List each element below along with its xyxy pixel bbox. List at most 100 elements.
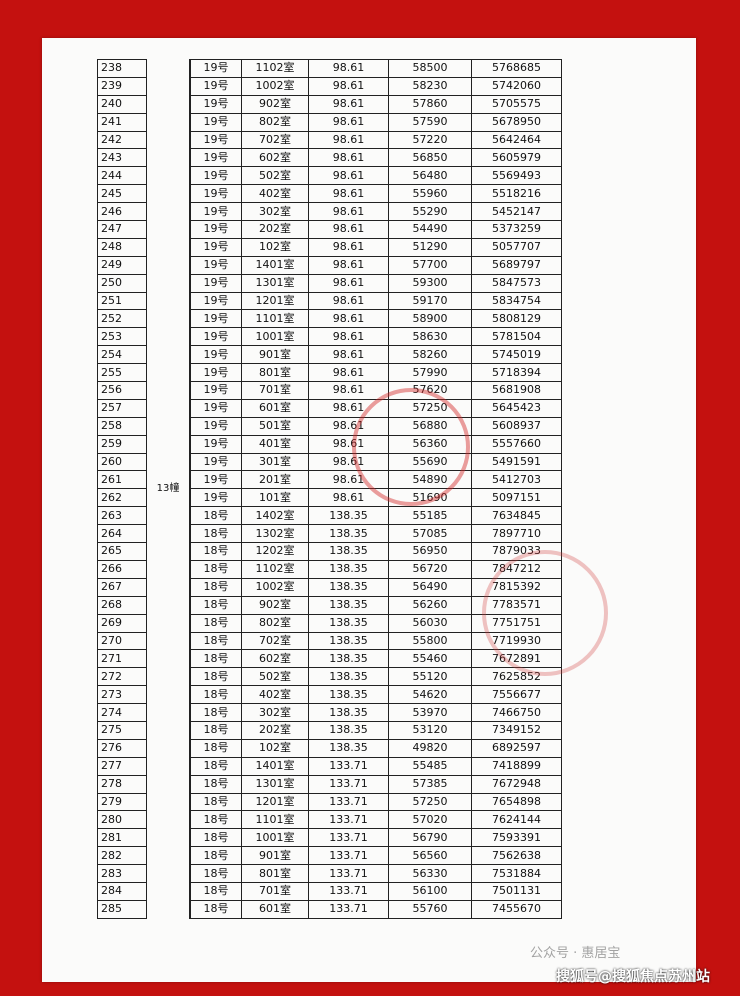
row-number: 241 [97, 112, 147, 132]
area: 98.61 [308, 202, 389, 222]
unit: 18号 [189, 864, 242, 883]
unit-price: 55800 [388, 631, 472, 651]
area: 98.61 [308, 255, 389, 275]
area: 98.61 [308, 76, 389, 96]
unit: 18号 [189, 846, 242, 866]
table-row: 260 19号 301室 98.61 55690 5491591 [97, 452, 562, 472]
unit-price: 56100 [388, 881, 472, 901]
row-number: 250 [97, 273, 147, 293]
unit-price: 59300 [388, 273, 472, 293]
unit: 19号 [189, 381, 242, 400]
unit-price: 57590 [388, 112, 472, 132]
unit: 18号 [189, 649, 242, 669]
unit: 19号 [189, 345, 242, 365]
table-row: 278 18号 1301室 133.71 57385 7672948 [97, 774, 562, 794]
room: 302室 [241, 202, 309, 222]
area: 98.61 [308, 112, 389, 132]
table-row: 272 18号 502室 138.35 55120 7625852 [97, 667, 562, 687]
row-number: 281 [97, 828, 147, 848]
row-number: 259 [97, 434, 147, 454]
total-price: 5491591 [471, 452, 562, 472]
unit: 18号 [189, 881, 242, 901]
unit: 19号 [189, 434, 242, 454]
unit: 18号 [189, 899, 242, 919]
unit-price: 54620 [388, 685, 472, 705]
table-row: 248 19号 102室 98.61 51290 5057707 [97, 237, 562, 257]
total-price: 5642464 [471, 130, 562, 150]
total-price: 5645423 [471, 398, 562, 418]
total-price: 5057707 [471, 237, 562, 257]
unit: 18号 [189, 738, 242, 758]
room: 602室 [241, 148, 309, 168]
table-row: 264 18号 1302室 138.35 57085 7897710 [97, 524, 562, 544]
row-number: 255 [97, 363, 147, 383]
unit-price: 54890 [388, 470, 472, 490]
unit: 18号 [189, 703, 242, 722]
unit-price: 57860 [388, 94, 472, 114]
unit-price: 53120 [388, 720, 472, 740]
unit-price: 58900 [388, 309, 472, 329]
room: 601室 [241, 398, 309, 418]
unit: 19号 [189, 273, 242, 293]
row-number: 246 [97, 202, 147, 222]
row-number: 284 [97, 881, 147, 901]
unit: 19号 [189, 76, 242, 96]
area: 98.61 [308, 398, 389, 418]
unit: 18号 [189, 506, 242, 526]
unit-price: 55760 [388, 899, 472, 919]
total-price: 7654898 [471, 792, 562, 812]
total-price: 7455670 [471, 899, 562, 919]
room: 1401室 [241, 255, 309, 275]
table-row: 262 19号 101室 98.61 51690 5097151 [97, 488, 562, 508]
table-row: 256 19号 701室 98.61 57620 5681908 [97, 381, 562, 400]
unit: 19号 [189, 166, 242, 186]
row-number: 247 [97, 220, 147, 239]
unit-price: 56790 [388, 828, 472, 848]
area: 138.35 [308, 559, 389, 579]
table-row: 261 19号 201室 98.61 54890 5412703 [97, 470, 562, 490]
unit: 18号 [189, 595, 242, 615]
unit: 19号 [189, 452, 242, 472]
table-row: 257 19号 601室 98.61 57250 5645423 [97, 398, 562, 418]
total-price: 5689797 [471, 255, 562, 275]
total-price: 5608937 [471, 416, 562, 436]
unit-price: 57250 [388, 792, 472, 812]
unit: 19号 [189, 202, 242, 222]
room: 701室 [241, 381, 309, 400]
unit-price: 54490 [388, 220, 472, 239]
area: 98.61 [308, 327, 389, 347]
total-price: 5412703 [471, 470, 562, 490]
table-row: 275 18号 202室 138.35 53120 7349152 [97, 720, 562, 740]
room: 301室 [241, 452, 309, 472]
document-sheet: 238 13幢 19号 1102室 98.61 58500 5768685 239 19号 100… [42, 38, 696, 982]
unit-price: 55460 [388, 649, 472, 669]
total-price: 5373259 [471, 220, 562, 239]
area: 138.35 [308, 542, 389, 561]
room: 902室 [241, 94, 309, 114]
unit-price: 57020 [388, 810, 472, 830]
room: 1002室 [241, 76, 309, 96]
total-price: 5678950 [471, 112, 562, 132]
area: 133.71 [308, 774, 389, 794]
total-price: 7556677 [471, 685, 562, 705]
row-number: 263 [97, 506, 147, 526]
room: 102室 [241, 237, 309, 257]
total-price: 5781504 [471, 327, 562, 347]
area: 98.61 [308, 94, 389, 114]
unit-price: 56030 [388, 613, 472, 633]
unit: 19号 [189, 148, 242, 168]
table-row: 253 19号 1001室 98.61 58630 5781504 [97, 327, 562, 347]
area: 98.61 [308, 291, 389, 311]
unit-price: 58260 [388, 345, 472, 365]
area: 98.61 [308, 345, 389, 365]
unit-price: 57620 [388, 381, 472, 400]
row-number: 282 [97, 846, 147, 866]
total-price: 5569493 [471, 166, 562, 186]
area: 98.61 [308, 488, 389, 508]
room: 1002室 [241, 577, 309, 597]
room: 1301室 [241, 273, 309, 293]
area: 133.71 [308, 881, 389, 901]
area: 98.61 [308, 273, 389, 293]
unit-price: 53970 [388, 703, 472, 722]
room: 1101室 [241, 810, 309, 830]
